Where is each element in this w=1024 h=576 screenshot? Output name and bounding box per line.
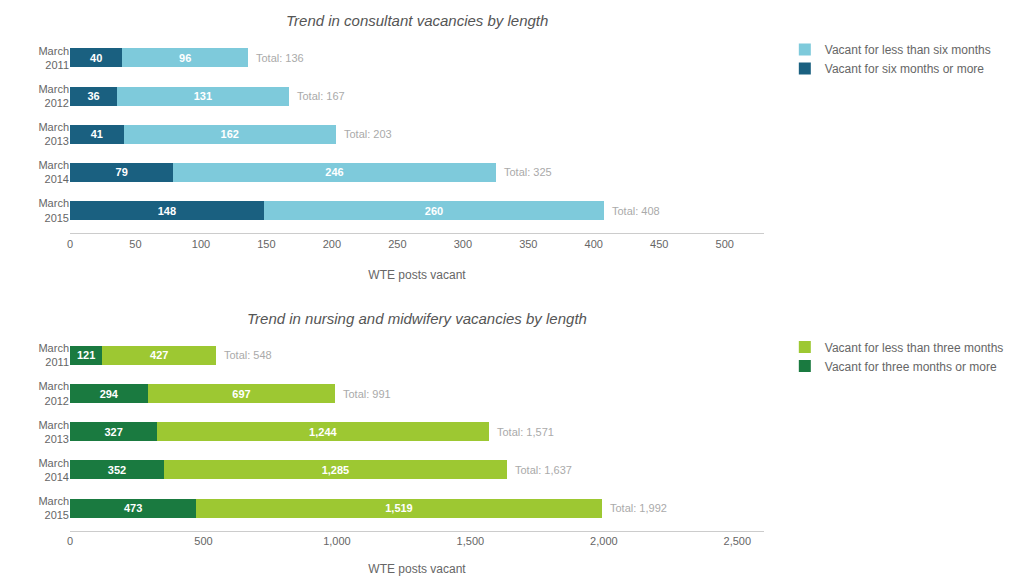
svg-text:100: 100 xyxy=(192,238,210,250)
svg-text:WTE posts vacant: WTE posts vacant xyxy=(368,562,466,576)
svg-text:Vacant for less than three mon: Vacant for less than three months xyxy=(825,341,1004,355)
svg-text:400: 400 xyxy=(585,238,603,250)
svg-text:697: 697 xyxy=(232,388,250,400)
svg-text:Vacant for less than six month: Vacant for less than six months xyxy=(825,43,991,57)
svg-text:Vacant for three months or mor: Vacant for three months or more xyxy=(825,360,997,374)
svg-text:2,000: 2,000 xyxy=(590,535,618,547)
svg-text:500: 500 xyxy=(716,238,734,250)
svg-text:Total: 167: Total: 167 xyxy=(297,90,345,102)
svg-text:March2013: March2013 xyxy=(38,419,69,445)
svg-text:Total: 203: Total: 203 xyxy=(344,128,392,140)
svg-text:162: 162 xyxy=(221,128,239,140)
svg-text:WTE posts vacant: WTE posts vacant xyxy=(368,268,466,282)
svg-text:1,519: 1,519 xyxy=(385,502,413,514)
svg-text:150: 150 xyxy=(257,238,275,250)
svg-text:1,000: 1,000 xyxy=(323,535,351,547)
svg-text:March2014: March2014 xyxy=(38,159,69,185)
svg-text:148: 148 xyxy=(158,205,176,217)
svg-text:294: 294 xyxy=(100,388,119,400)
svg-text:427: 427 xyxy=(150,349,168,361)
svg-text:36: 36 xyxy=(87,90,99,102)
svg-text:Trend in nursing and midwifery: Trend in nursing and midwifery vacancies… xyxy=(247,310,587,327)
svg-text:March2011: March2011 xyxy=(38,45,69,71)
svg-text:50: 50 xyxy=(129,238,141,250)
svg-text:260: 260 xyxy=(425,205,443,217)
svg-text:March2012: March2012 xyxy=(38,83,69,109)
svg-text:121: 121 xyxy=(77,349,95,361)
svg-text:0: 0 xyxy=(67,238,73,250)
svg-text:1,285: 1,285 xyxy=(322,464,350,476)
svg-text:Total: 408: Total: 408 xyxy=(612,205,660,217)
svg-text:March2015: March2015 xyxy=(38,495,69,521)
svg-text:41: 41 xyxy=(91,128,103,140)
svg-text:1,244: 1,244 xyxy=(309,426,337,438)
svg-text:300: 300 xyxy=(454,238,472,250)
svg-text:Total: 991: Total: 991 xyxy=(343,388,391,400)
svg-text:Total: 1,992: Total: 1,992 xyxy=(610,502,667,514)
svg-text:March2014: March2014 xyxy=(38,457,69,483)
svg-text:Vacant for six months or more: Vacant for six months or more xyxy=(825,62,984,76)
svg-text:450: 450 xyxy=(650,238,668,250)
svg-text:96: 96 xyxy=(179,52,191,64)
svg-text:Total: 1,571: Total: 1,571 xyxy=(497,426,554,438)
svg-text:327: 327 xyxy=(104,426,122,438)
svg-text:246: 246 xyxy=(325,166,343,178)
svg-text:250: 250 xyxy=(388,238,406,250)
svg-text:200: 200 xyxy=(323,238,341,250)
svg-text:Total: 1,637: Total: 1,637 xyxy=(515,464,572,476)
svg-text:Trend in consultant vacancies: Trend in consultant vacancies by length xyxy=(286,12,548,29)
svg-text:March2013: March2013 xyxy=(38,121,69,147)
svg-text:March2012: March2012 xyxy=(38,380,69,406)
svg-text:1,500: 1,500 xyxy=(457,535,485,547)
svg-text:352: 352 xyxy=(108,464,126,476)
svg-text:500: 500 xyxy=(194,535,212,547)
svg-text:Total: 325: Total: 325 xyxy=(504,166,552,178)
svg-text:473: 473 xyxy=(124,502,142,514)
svg-text:March2011: March2011 xyxy=(38,342,69,368)
svg-text:Total: 548: Total: 548 xyxy=(224,349,272,361)
svg-text:79: 79 xyxy=(116,166,128,178)
svg-text:March2015: March2015 xyxy=(38,197,69,223)
svg-text:350: 350 xyxy=(519,238,537,250)
svg-text:0: 0 xyxy=(67,535,73,547)
svg-text:Total: 136: Total: 136 xyxy=(256,52,304,64)
svg-text:131: 131 xyxy=(194,90,212,102)
svg-text:40: 40 xyxy=(90,52,102,64)
svg-text:2,500: 2,500 xyxy=(724,535,752,547)
